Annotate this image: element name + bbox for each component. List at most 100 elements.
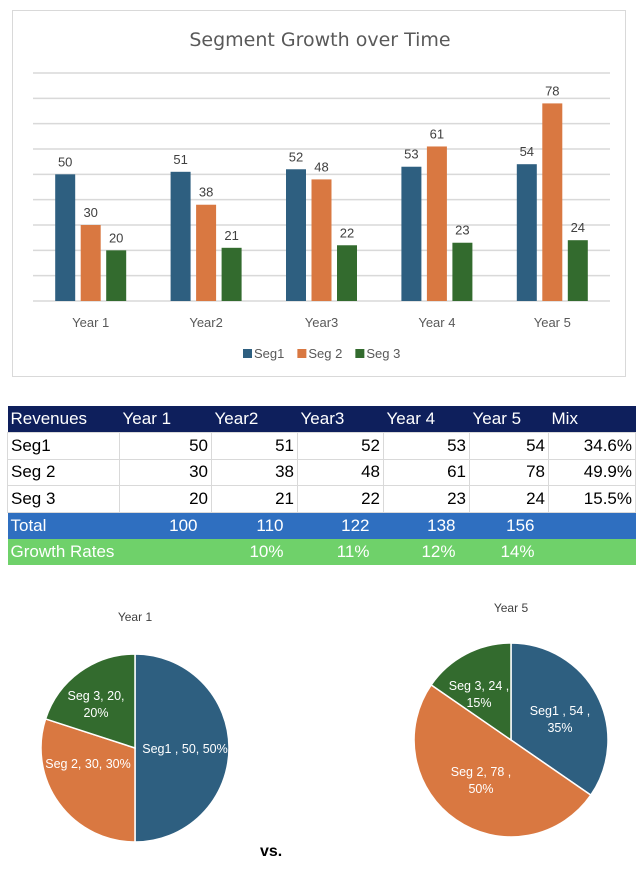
x-tick-label: Year 1 xyxy=(72,315,109,330)
pie-data-label: Seg 3, 20, 20% xyxy=(68,689,125,720)
bar xyxy=(516,164,537,301)
pie-slice xyxy=(40,718,136,843)
cell: 100 xyxy=(119,512,212,539)
data-label: 61 xyxy=(430,126,444,141)
table-row: Seg 2 30 38 48 61 78 49.9% xyxy=(7,458,636,486)
cell: 54 xyxy=(469,432,549,460)
cell: 138 xyxy=(383,512,470,539)
pie-data-label-line: Seg 2, 78 , xyxy=(451,765,511,779)
cell xyxy=(548,538,636,565)
pie-data-label: Seg 2, 78 , 50% xyxy=(451,765,511,796)
cell: 52 xyxy=(297,432,384,460)
pie-title: Year 1 xyxy=(118,610,153,624)
legend-label: Seg1 xyxy=(254,346,284,361)
legend-swatch xyxy=(297,349,307,358)
x-tick-label: Year3 xyxy=(305,315,339,330)
pie-data-label: Seg1 , 54 , 35% xyxy=(530,704,590,735)
pie-charts: Year 1 Seg1 , 50, 50% Seg 2, 30, 30% Seg 3… xyxy=(40,601,609,843)
bar xyxy=(221,247,242,301)
pie-data-label-line: Seg1 , 50, 50% xyxy=(142,742,227,756)
cell: 12% xyxy=(383,538,470,565)
bar xyxy=(567,240,588,301)
pie-data-label: Seg 3, 24 , 15% xyxy=(449,679,509,710)
pie-data-label-line: 50% xyxy=(468,782,493,796)
pie-data-label-line: 20% xyxy=(83,706,108,720)
legend-swatch xyxy=(243,349,252,358)
bar-chart-svg: Segment Growth over Time 50 30 20 51 38 21 52 4… xyxy=(33,29,610,361)
data-label: 30 xyxy=(83,205,97,220)
pie-data-label-line: Seg 3, 20, xyxy=(68,689,125,703)
cell: 22 xyxy=(297,485,384,513)
vs-label: vs. xyxy=(260,843,283,860)
row-label: Seg 2 xyxy=(7,458,120,486)
x-tick-label: Year 4 xyxy=(418,315,455,330)
table-row: Seg1 50 51 52 53 54 34.6% xyxy=(7,432,636,460)
cell: 11% xyxy=(297,538,384,565)
chart-title: Segment Growth over Time xyxy=(189,29,450,51)
pie-slice xyxy=(44,653,136,750)
data-label: 23 xyxy=(455,223,469,238)
cell: 21 xyxy=(211,485,298,513)
header-cell: Year 4 xyxy=(383,406,470,433)
bar xyxy=(80,225,101,301)
header-cell: Revenues xyxy=(7,406,120,433)
bar xyxy=(426,146,447,301)
data-label: 38 xyxy=(199,185,213,200)
data-label: 21 xyxy=(224,228,238,243)
row-label: Seg 3 xyxy=(7,485,120,513)
bar xyxy=(311,179,332,301)
pie-title: Year 5 xyxy=(494,601,529,615)
row-label: Seg1 xyxy=(7,432,120,460)
growth-row: Growth Rates 10% 11% 12% 14% xyxy=(7,538,636,565)
header-cell: Year 1 xyxy=(119,406,212,433)
pie-data-label-line: Seg1 , 54 , xyxy=(530,704,590,718)
legend-label: Seg 3 xyxy=(366,346,400,361)
cell: 78 xyxy=(469,458,549,486)
bar xyxy=(55,174,76,301)
x-tick-label: Year 5 xyxy=(534,315,571,330)
header-cell: Year2 xyxy=(211,406,298,433)
bar xyxy=(286,169,306,301)
cell: 49.9% xyxy=(548,458,636,486)
bar xyxy=(337,245,357,301)
cell: 10% xyxy=(211,538,298,565)
pie-chart-year5: Year 5 Seg1 , 54 , 35% Seg 2, 78 , 50% Seg 3… xyxy=(413,601,609,838)
data-label: 78 xyxy=(545,83,559,98)
pie-chart-year1: Year 1 Seg1 , 50, 50% Seg 2, 30, 30% Seg 3… xyxy=(40,610,230,843)
cell: 50 xyxy=(119,432,212,460)
x-tick-label: Year2 xyxy=(189,315,223,330)
cell: 48 xyxy=(297,458,384,486)
data-label: 48 xyxy=(314,159,328,174)
bar xyxy=(401,166,422,301)
data-label: 51 xyxy=(173,152,187,167)
cell: 53 xyxy=(383,432,470,460)
bar xyxy=(170,171,191,301)
data-label: 50 xyxy=(58,154,72,169)
header-cell: Year 5 xyxy=(469,406,549,433)
data-label: 52 xyxy=(289,149,303,164)
bar xyxy=(542,103,563,302)
row-label: Total xyxy=(7,512,120,539)
cell: 20 xyxy=(119,485,212,513)
revenue-table: Revenues Year 1 Year2 Year3 Year 4 Year … xyxy=(7,406,636,565)
data-label: 53 xyxy=(404,147,418,162)
pie-slice xyxy=(134,653,230,843)
cell xyxy=(548,512,636,539)
pie-data-label: Seg1 , 50, 50% xyxy=(142,742,227,756)
data-label: 22 xyxy=(340,225,354,240)
cell: 61 xyxy=(383,458,470,486)
pie-data-label-line: Seg 3, 24 , xyxy=(449,679,509,693)
cell xyxy=(119,538,212,565)
cell: 122 xyxy=(297,512,384,539)
data-label: 24 xyxy=(571,220,585,235)
cell: 15.5% xyxy=(548,485,636,513)
pie-slice xyxy=(413,683,592,838)
cell: 30 xyxy=(119,458,212,486)
bar-chart: Segment Growth over Time 50 30 20 51 38 21 52 4… xyxy=(12,10,626,377)
total-row: Total 100 110 122 138 156 xyxy=(7,512,636,539)
bar xyxy=(196,204,217,301)
bar xyxy=(106,250,127,301)
cell: 23 xyxy=(383,485,470,513)
header-cell: Year3 xyxy=(297,406,384,433)
cell: 110 xyxy=(211,512,298,539)
